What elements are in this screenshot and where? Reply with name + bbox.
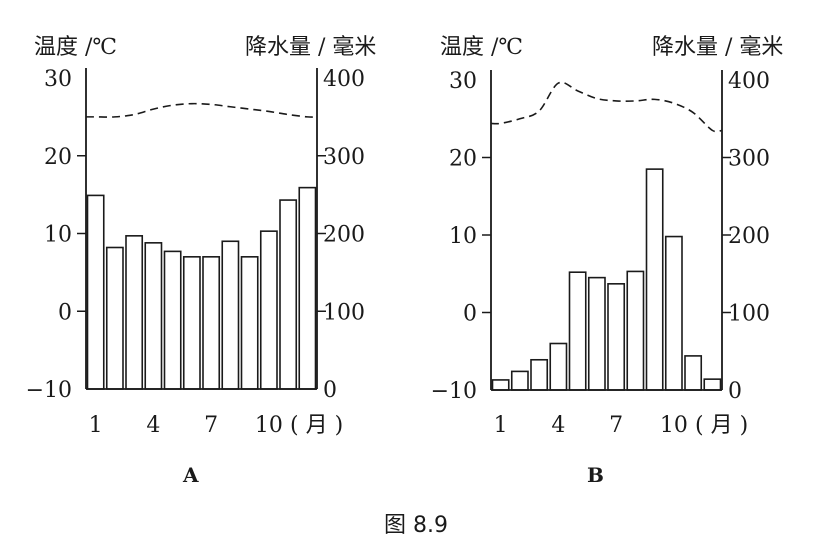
precip-tick-label: 200 — [728, 224, 770, 249]
precip-bar-month-8 — [221, 240, 240, 390]
precip-bar-month-5 — [568, 271, 587, 391]
precip-bar-month-6 — [182, 256, 201, 390]
chart-a: 温度 /℃ 降水量 / 毫米 ( 月 ) A 3020100−104003002… — [26, 35, 377, 487]
temp-tick-label: 10 — [44, 223, 72, 248]
precip-bar-month-9 — [645, 168, 664, 391]
temp-tick-label: −10 — [431, 379, 477, 404]
precip-bar-month-11 — [279, 199, 298, 390]
precip-bar-month-1 — [491, 379, 510, 391]
precip-tick-label: 100 — [323, 300, 365, 325]
precip-bar-month-12 — [298, 186, 317, 390]
temperature-curve — [490, 81, 723, 133]
precip-tick-label: 0 — [728, 379, 742, 404]
precip-bar-month-2 — [105, 246, 124, 390]
temp-tick-label: 30 — [449, 69, 477, 94]
temp-axis-label: 温度 /℃ — [440, 35, 523, 60]
chart-b: 温度 /℃ 降水量 / 毫米 ( 月 ) B 3020100−104003002… — [431, 35, 784, 487]
temp-tick-label: −10 — [26, 378, 72, 403]
temp-tick-label: 10 — [449, 224, 477, 249]
temperature-curve — [86, 102, 318, 118]
temp-tick-label: 30 — [44, 67, 72, 92]
month-tick-label: 10 — [660, 413, 688, 438]
precip-tick-label: 300 — [728, 147, 770, 172]
precip-tick-label: 200 — [323, 223, 365, 248]
precip-bar-month-12 — [703, 378, 722, 391]
figure-caption: 图 8.9 — [384, 513, 448, 538]
precip-bar-month-3 — [125, 235, 144, 390]
precip-bar-month-9 — [240, 256, 259, 390]
month-tick-label: 10 — [255, 413, 283, 438]
chart-caption: B — [587, 463, 604, 487]
temp-tick-label: 0 — [58, 300, 72, 325]
temp-axis-label: 温度 /℃ — [34, 35, 117, 60]
month-unit-label: ( 月 ) — [695, 413, 748, 438]
month-tick-label: 7 — [609, 413, 623, 438]
precip-bar-month-3 — [530, 358, 549, 391]
month-tick-label: 7 — [204, 413, 218, 438]
precip-bar-month-4 — [144, 242, 163, 390]
precip-bar-month-8 — [626, 270, 645, 391]
temp-tick-label: 0 — [463, 302, 477, 327]
precip-bar-month-5 — [163, 250, 182, 390]
precip-bar-month-10 — [259, 230, 278, 390]
month-tick-label: 4 — [146, 413, 160, 438]
precip-bar-month-2 — [510, 370, 529, 391]
precip-tick-label: 100 — [728, 302, 770, 327]
precip-bar-month-7 — [202, 256, 221, 390]
precip-axis-label: 降水量 / 毫米 — [652, 35, 783, 60]
precip-axis-label: 降水量 / 毫米 — [245, 35, 376, 60]
precip-bar-month-7 — [607, 283, 626, 391]
precip-bar-month-1 — [86, 194, 105, 390]
temp-tick-label: 20 — [44, 145, 72, 170]
precip-bar-month-11 — [684, 355, 703, 391]
precip-bar-month-4 — [549, 342, 568, 391]
precip-tick-label: 0 — [323, 378, 337, 403]
month-unit-label: ( 月 ) — [290, 413, 343, 438]
precip-bar-month-10 — [664, 235, 683, 391]
temp-tick-label: 20 — [449, 147, 477, 172]
month-tick-label: 1 — [89, 413, 103, 438]
precip-bar-month-6 — [587, 276, 606, 391]
month-tick-label: 4 — [551, 413, 565, 438]
precip-tick-label: 400 — [323, 67, 365, 92]
month-tick-label: 1 — [494, 413, 508, 438]
chart-caption: A — [182, 463, 199, 487]
precip-tick-label: 300 — [323, 145, 365, 170]
precip-tick-label: 400 — [728, 69, 770, 94]
